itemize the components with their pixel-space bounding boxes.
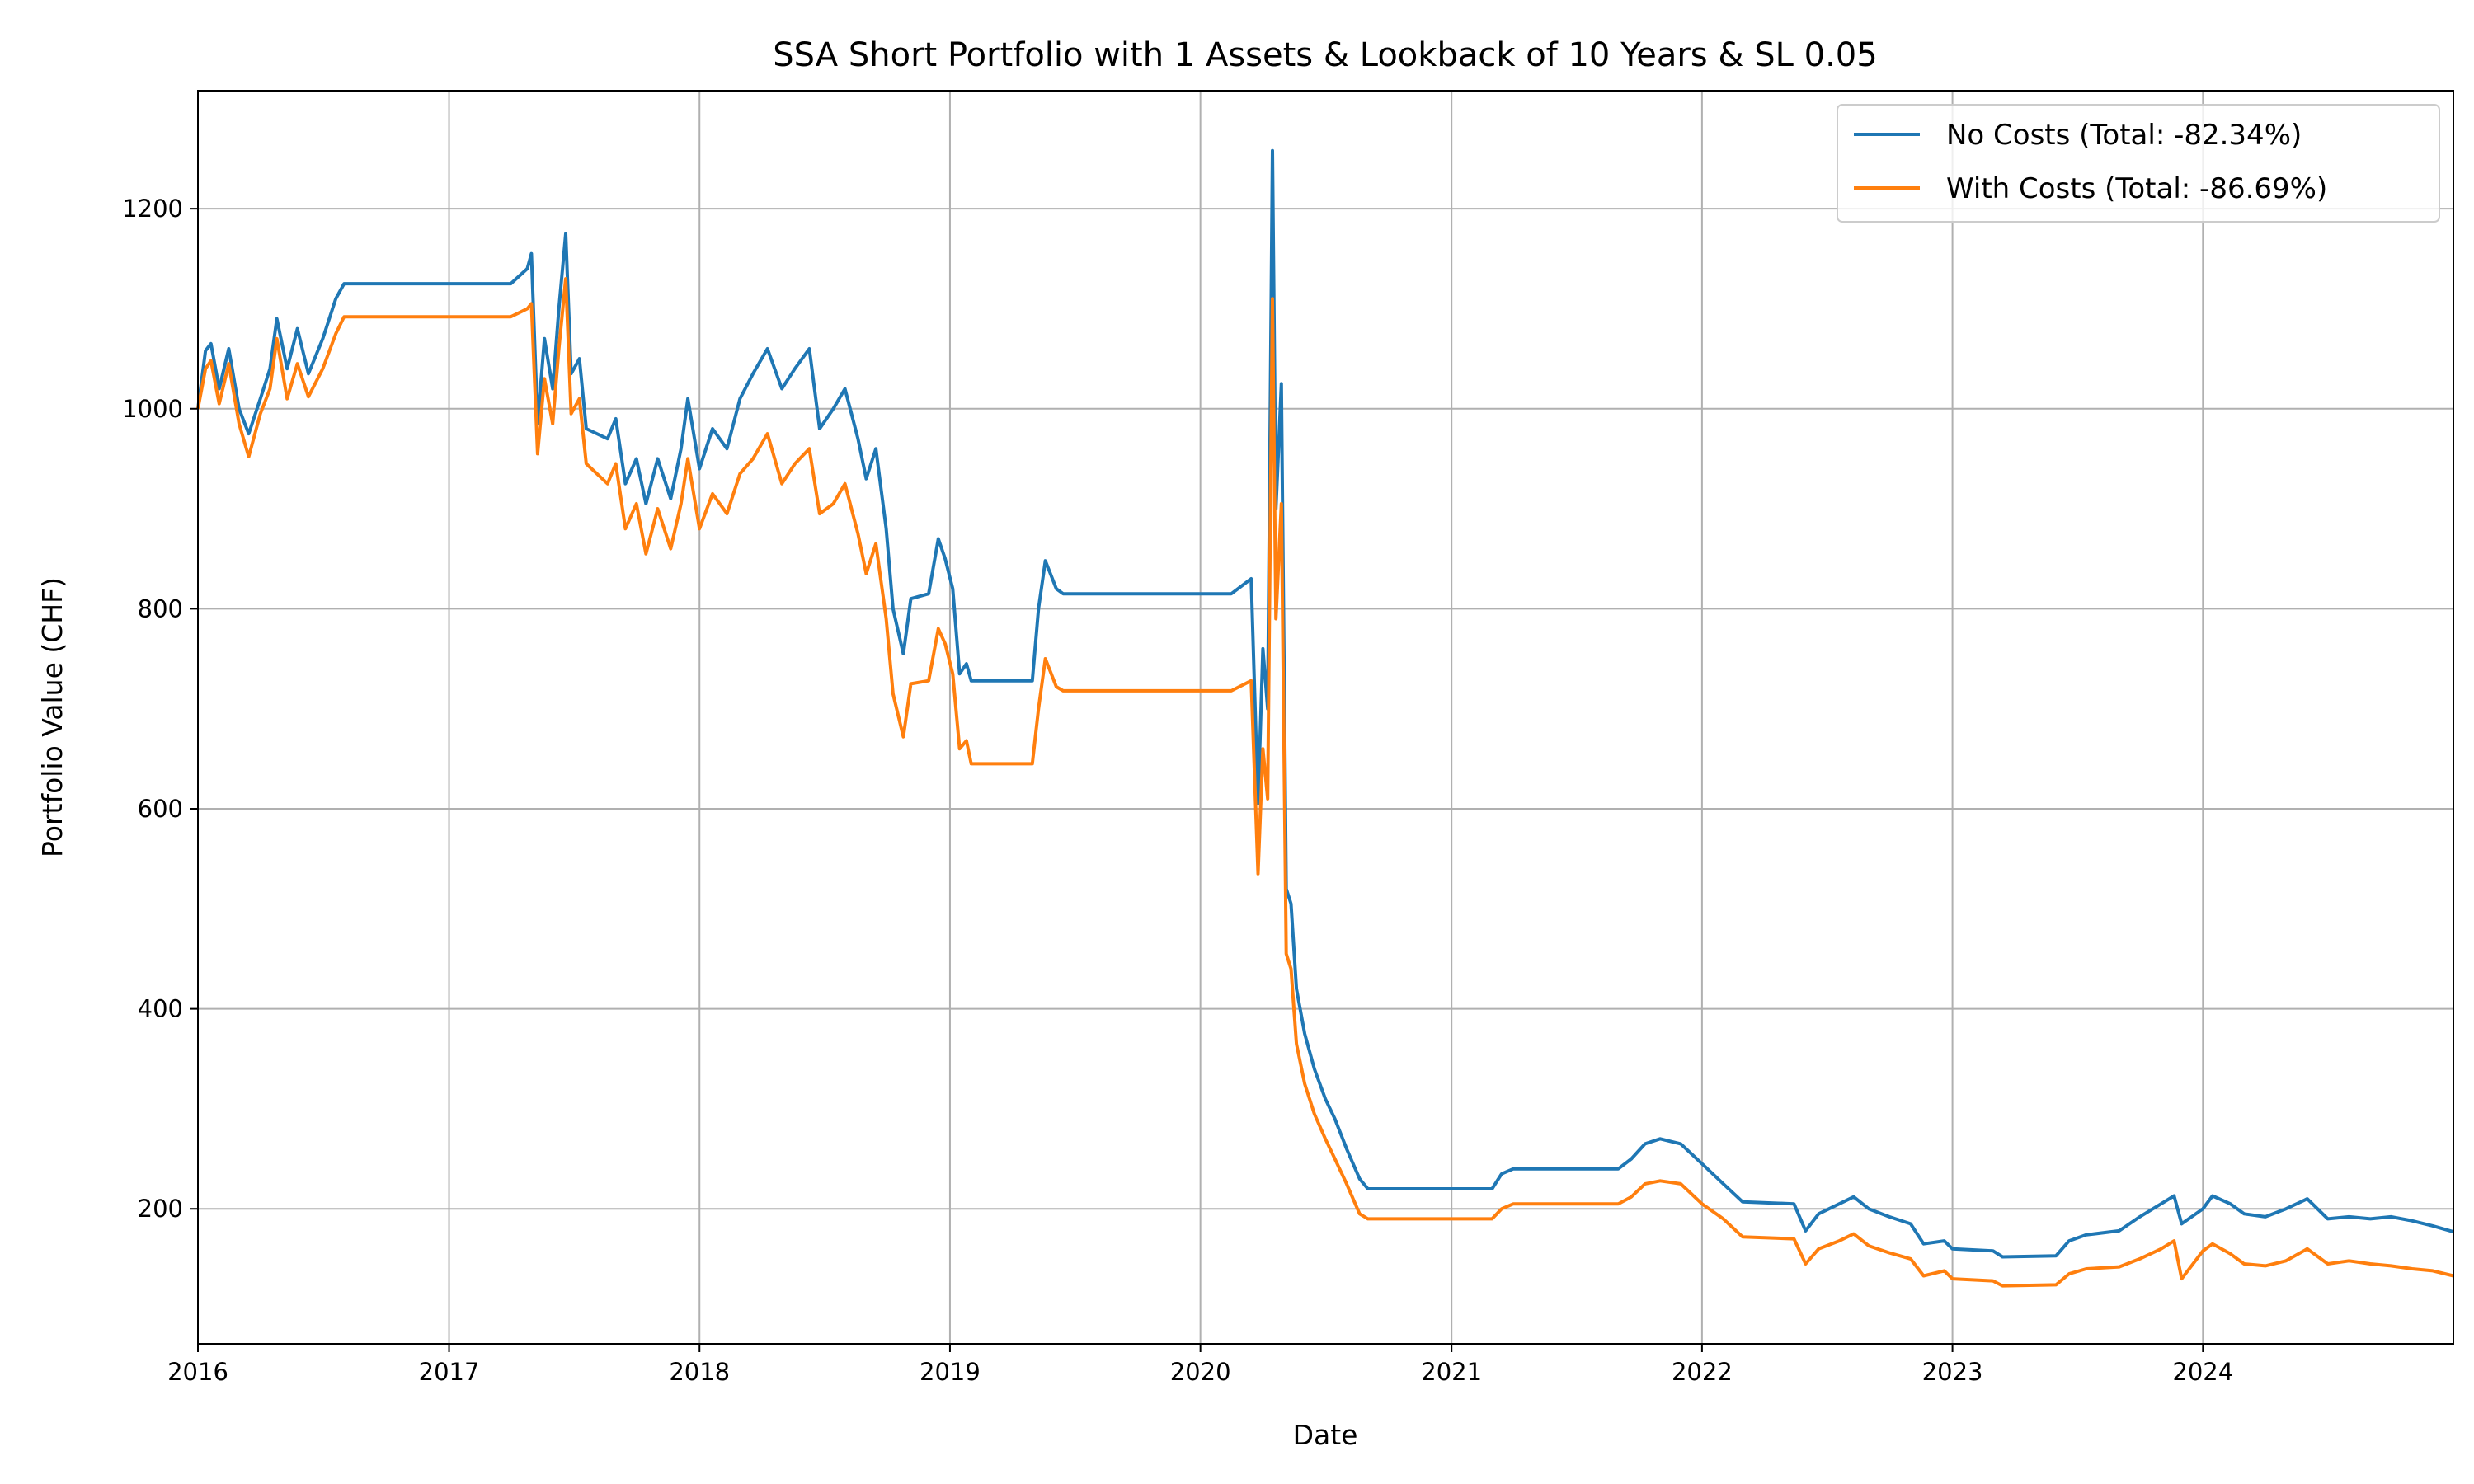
legend-box	[1837, 104, 2440, 223]
y-tick-label: 200	[138, 1195, 183, 1223]
x-axis-label: Date	[1293, 1419, 1358, 1451]
grid-lines	[197, 91, 2453, 1344]
x-tick-label: 2021	[1421, 1358, 1482, 1386]
y-tick-label: 800	[138, 594, 183, 622]
legend: No Costs (Total: -82.34%) With Costs (To…	[1837, 104, 2440, 223]
y-tick-label: 1200	[122, 195, 183, 223]
y-tick-label: 1000	[122, 395, 183, 423]
x-tick-label: 2016	[167, 1358, 228, 1386]
x-tick-label: 2020	[1170, 1358, 1231, 1386]
plot-frame	[197, 90, 2454, 1345]
legend-label-with-costs: With Costs (Total: -86.69%)	[1946, 172, 2327, 205]
y-axis-label: Portfolio Value (CHF)	[36, 577, 68, 857]
series-line-no-costs	[196, 148, 2454, 1259]
x-tick-label: 2017	[419, 1358, 480, 1386]
chart-title: SSA Short Portfolio with 1 Assets & Look…	[773, 36, 1877, 74]
x-tick-label: 2019	[920, 1358, 981, 1386]
y-tick-label: 600	[138, 795, 183, 823]
x-tick-label: 2024	[2172, 1358, 2233, 1386]
plot-area	[198, 91, 2453, 1344]
legend-label-no-costs: No Costs (Total: -82.34%)	[1946, 119, 2302, 152]
series-lines	[196, 148, 2454, 1288]
y-tick-label: 400	[138, 995, 183, 1023]
x-tick-label: 2023	[1922, 1358, 1983, 1386]
x-tick-label: 2022	[1672, 1358, 1733, 1386]
series-line-with-costs	[196, 277, 2454, 1288]
x-tick-label: 2018	[669, 1358, 730, 1386]
axis-ticks: 2016 2017 2018 2019 2020 2021 2022 2023 2024 200 4…	[122, 195, 2233, 1386]
